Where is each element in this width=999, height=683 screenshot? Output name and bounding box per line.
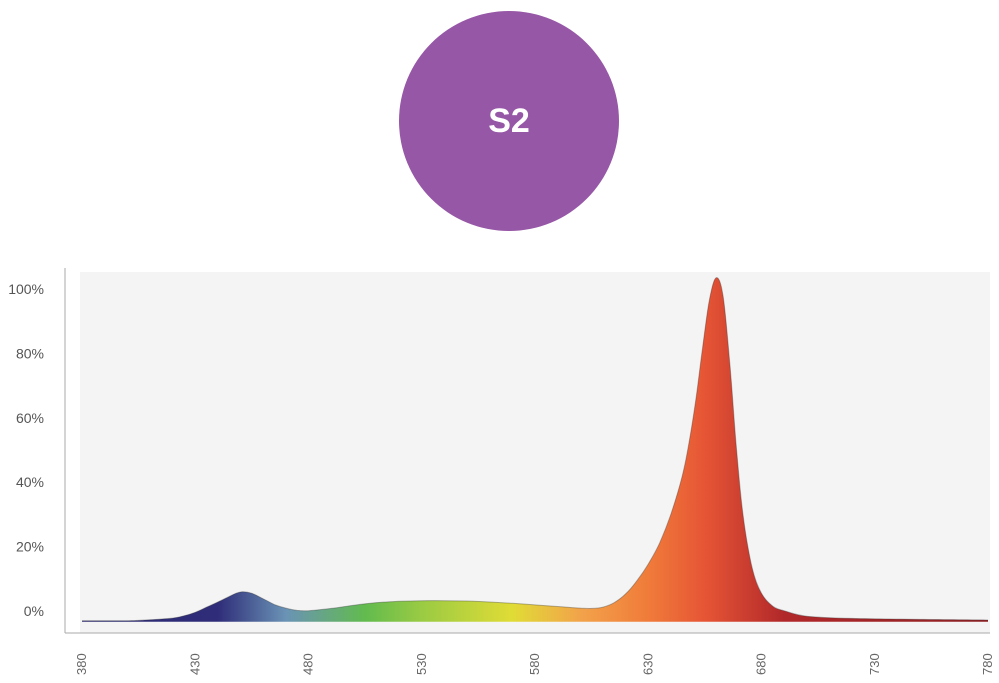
y-tick-label: 80%	[16, 345, 44, 361]
plot-background	[80, 272, 990, 633]
chart-marks	[81, 277, 989, 622]
y-tick-labels: 0% 20% 40% 60% 80% 100%	[8, 281, 44, 619]
chart-axes	[64, 268, 990, 634]
x-tick-label: 680	[754, 653, 769, 675]
x-tick-label: 380	[74, 653, 89, 675]
x-tick-labels: 380 430 480 530 580 630 680 730 780	[74, 653, 995, 675]
badge-label: S2	[488, 101, 530, 140]
spectrum-line	[81, 277, 989, 622]
x-tick-label: 630	[640, 653, 655, 675]
x-tick-label: 780	[980, 653, 995, 675]
y-tick-label: 0%	[24, 603, 44, 619]
x-tick-label: 730	[867, 653, 882, 675]
y-tick-label: 100%	[8, 281, 44, 297]
s2-badge: S2	[399, 11, 619, 231]
x-tick-label: 480	[301, 653, 316, 675]
x-tick-label: 530	[414, 653, 429, 675]
y-tick-label: 60%	[16, 410, 44, 426]
y-tick-label: 20%	[16, 539, 44, 555]
y-tick-label: 40%	[16, 474, 44, 490]
x-tick-label: 430	[187, 653, 202, 675]
x-tick-label: 580	[527, 653, 542, 675]
